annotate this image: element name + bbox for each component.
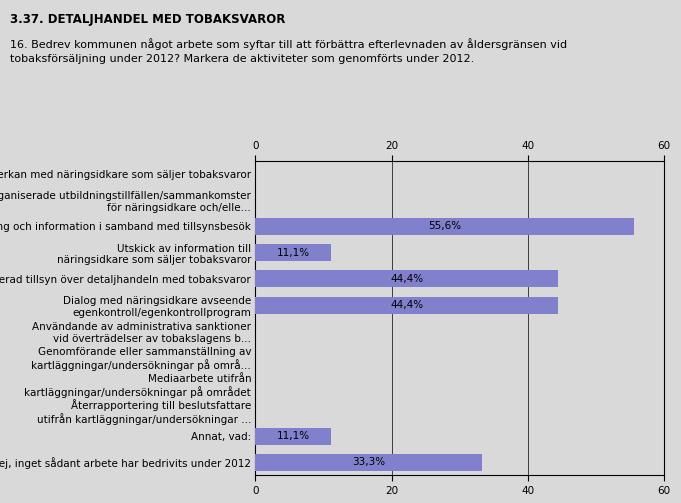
Text: 33,3%: 33,3% [352,457,385,467]
Bar [255,454,482,471]
Text: 3.37. DETALJHANDEL MED TOBAKSVAROR: 3.37. DETALJHANDEL MED TOBAKSVAROR [10,13,285,26]
Text: 55,6%: 55,6% [428,221,461,231]
Text: 11,1%: 11,1% [276,247,310,258]
Text: 44,4%: 44,4% [390,274,423,284]
Bar [255,297,558,313]
Bar [255,218,634,235]
Text: 44,4%: 44,4% [390,300,423,310]
Bar [255,270,558,287]
Bar [255,428,331,445]
Text: 16. Bedrev kommunen något arbete som syftar till att förbättra efterlevnaden av : 16. Bedrev kommunen något arbete som syf… [10,38,567,64]
Bar [255,244,331,261]
Text: 11,1%: 11,1% [276,431,310,441]
